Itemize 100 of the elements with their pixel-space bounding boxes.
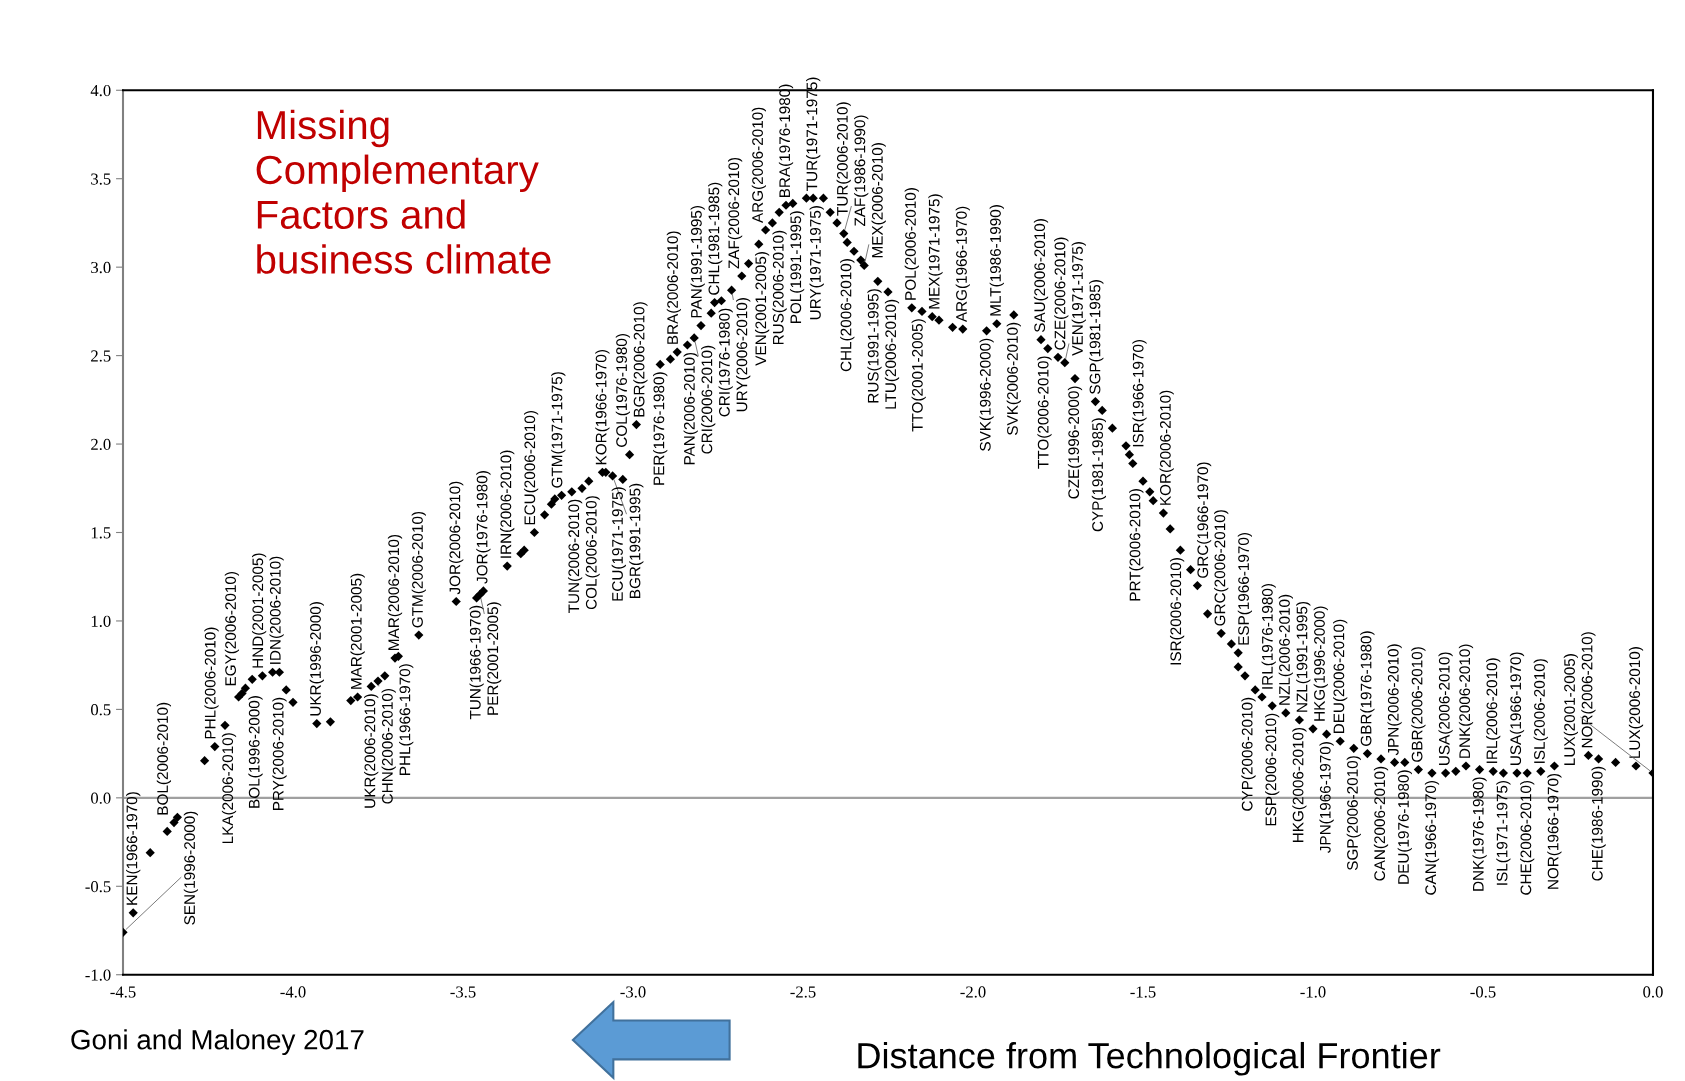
x-tick-label: -2.5: [790, 986, 816, 998]
annotation: IRN(2006-2010): [500, 450, 515, 558]
annotation: BRA(1976-1980): [778, 84, 794, 198]
annotation: ARG(2006-2010): [751, 107, 767, 224]
annotation: BRA(2006-2010): [666, 231, 682, 344]
annotation: VEN(1971-1975): [1071, 242, 1086, 356]
y-tick-label: 0.0: [91, 792, 111, 804]
annotation: URY(1971-1975): [809, 206, 824, 320]
annotation: ISL(1971-1975): [1496, 780, 1511, 885]
annotation: SGP(1981-1985): [1089, 280, 1104, 394]
annotation: CRI(1976-1980): [718, 308, 733, 417]
annotation: PRT(2006-2010): [1129, 489, 1144, 601]
annotation: GRC(2006-2010): [1214, 510, 1229, 626]
annotation: SAU(2006-2010): [1033, 219, 1049, 333]
annotation: LUX(2006-2010): [1628, 647, 1644, 758]
annotation: LKA(2006-2010): [221, 733, 237, 844]
annotation: IRL(1976-1980): [1261, 584, 1276, 689]
annotation: COL(1976-1980): [615, 334, 631, 447]
y-tick-label: -1.0: [85, 969, 111, 981]
annotation: SVK(1996-2000): [979, 338, 994, 451]
annotation: BOL(2006-2010): [156, 702, 172, 815]
annotation: MEX(2006-2010): [871, 143, 886, 258]
annotation: IRL(2006-2010): [1486, 658, 1501, 763]
annotation: CZE(2006-2010): [1054, 237, 1069, 350]
annotation: JOR(1976-1980): [476, 471, 491, 584]
annotation: CHE(1986-1990): [1591, 766, 1606, 881]
annotation: CHL(1981-1985): [708, 182, 723, 295]
annotation: EGY(2006-2010): [224, 571, 240, 686]
annotation: MAR(2006-2010): [387, 534, 403, 650]
x-axis-title: Distance from Technological Frontier: [858, 1041, 1441, 1076]
annotation: DEU(1976-1980): [1397, 770, 1412, 884]
y-tick-label: 2.5: [91, 350, 111, 362]
annotation: NZL(2006-2010): [1278, 594, 1293, 705]
annotation: PHL(2006-2010): [204, 627, 219, 739]
annotation: ESP(1966-1970): [1237, 532, 1252, 645]
annotation: LUX(2001-2005): [1563, 654, 1578, 765]
annotation: CHL(2006-2010): [840, 259, 855, 372]
x-tick-label: -0.5: [1470, 986, 1496, 998]
annotation: RUS(2006-2010): [772, 230, 787, 345]
y-tick-label: 0.5: [91, 704, 111, 716]
annotation: CZE(1996-2000): [1067, 386, 1083, 499]
y-tick-label: 3.0: [91, 261, 111, 274]
x-tick-label: -4.0: [280, 986, 306, 998]
x-tick-label: -1.5: [1130, 986, 1156, 998]
annotation: CAN(2006-2010): [1373, 766, 1389, 881]
annotation: JPN(1966-1970): [1319, 742, 1334, 853]
annotation: ZAF(2006-2010): [727, 157, 743, 269]
x-tick-label: -4.5: [110, 986, 136, 998]
annotation: CYP(2006-2010): [1241, 697, 1256, 811]
annotation: TUN(1966-1970): [469, 605, 484, 720]
annotation: NOR(1966-1970): [1547, 773, 1562, 889]
annotation: ARG(1966-1970): [955, 206, 970, 323]
annotation: PER(2001-2005): [486, 602, 502, 715]
annotation: TUR(1971-1975): [806, 77, 821, 191]
annotation: BGR(2006-2010): [633, 302, 648, 417]
annotation: ECU(1971-1975): [611, 487, 626, 601]
annotation: NZL(1991-1995): [1296, 601, 1311, 712]
annotation: KEN(1966-1970): [126, 792, 141, 905]
annotation: DEU(2006-2010): [1333, 619, 1348, 734]
y-tick-label: 3.5: [91, 173, 111, 185]
annotation: DNK(1976-1980): [1472, 777, 1487, 891]
annotation: NOR(2006-2010): [1581, 632, 1596, 748]
annotation: UKR(1996-2000): [309, 602, 324, 716]
annotation: PAN(1991-1995): [690, 206, 705, 318]
annotation: Missing Complementary Factors and business climate: [256, 109, 551, 274]
annotation: MEX(1971-1975): [928, 194, 943, 309]
annotation: ECU(2006-2010): [523, 411, 539, 525]
annotation: GBR(2006-2010): [1411, 647, 1426, 762]
annotation: MAR(2001-2005): [350, 573, 365, 689]
annotation: USA(1966-1970): [1509, 652, 1525, 765]
annotation: TTO(2001-2005): [911, 319, 926, 432]
annotation: HKG(2006-2010): [1292, 727, 1307, 843]
annotation: SVK(2006-2010): [1006, 322, 1021, 435]
annotation: JOR(2006-2010): [449, 481, 464, 595]
y-tick-label: -0.5: [85, 880, 111, 893]
annotation: USA(2006-2010): [1438, 652, 1453, 765]
annotation: DNK(2006-2010): [1458, 644, 1474, 758]
annotation: CYP(1981-1985): [1091, 418, 1107, 532]
annotation: JPN(2006-2010): [1387, 644, 1402, 756]
annotation: CHN(2006-2010): [381, 688, 396, 804]
annotation: GBR(1976-1980): [1360, 631, 1375, 746]
annotation: ISL(2006-2010): [1533, 659, 1548, 763]
annotation: PRY(2006-2010): [272, 697, 287, 810]
y-tick-label: 1.5: [91, 527, 111, 539]
y-tick-label: 4.0: [90, 84, 111, 97]
annotation: HKG(1996-2000): [1313, 606, 1328, 721]
annotation: LTU(2006-2010): [884, 299, 900, 409]
annotation: URY(2006-2010): [736, 298, 751, 412]
annotation: POL(1991-1995): [789, 211, 805, 323]
y-tick-label: 2.0: [91, 438, 111, 451]
annotation: HND(2001-2005): [251, 553, 267, 668]
annotation: GRC(1966-1970): [1196, 462, 1212, 578]
annotation: PER(1976-1980): [653, 372, 668, 485]
annotation: MLT(1986-1990): [989, 205, 1004, 316]
annotation: TUR(2006-2010): [836, 102, 851, 216]
annotation: ZAF(1986-1990): [854, 115, 869, 227]
annotation: KOR(1966-1970): [595, 350, 610, 465]
annotation: PAN(2006-2010): [683, 352, 698, 465]
text: Goni and Maloney 2017: [71, 1029, 364, 1056]
annotation: ISR(2006-2010): [1169, 558, 1185, 665]
